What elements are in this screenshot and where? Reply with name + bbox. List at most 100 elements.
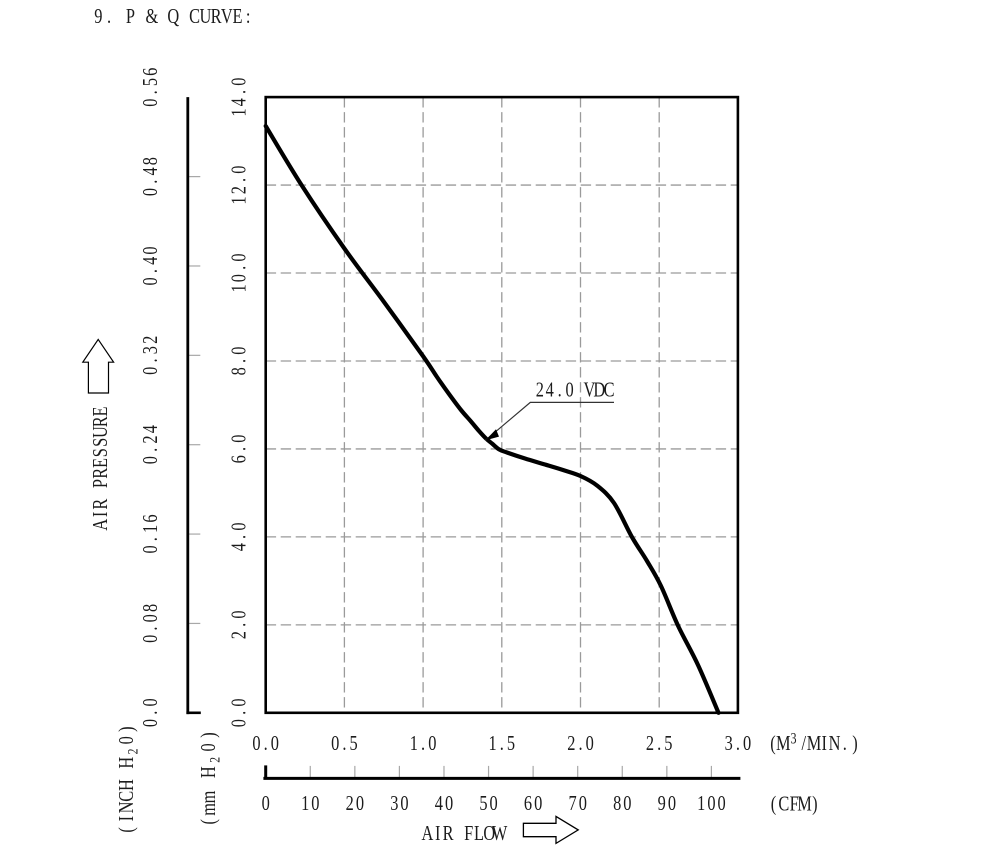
svg-text:I: I	[115, 816, 138, 821]
svg-text:.: .	[657, 732, 661, 755]
svg-text:2: 2	[228, 186, 251, 194]
svg-text:.: .	[139, 537, 162, 541]
svg-text:I: I	[822, 732, 827, 755]
svg-text:(: (	[197, 819, 220, 824]
svg-text:1: 1	[139, 525, 162, 533]
svg-text:O: O	[483, 822, 495, 845]
svg-text:0: 0	[331, 732, 339, 755]
svg-text:0: 0	[228, 166, 251, 174]
svg-text:3: 3	[390, 792, 398, 815]
svg-text:.: .	[228, 266, 251, 270]
svg-text:P: P	[126, 5, 135, 28]
svg-text:2: 2	[206, 757, 223, 763]
svg-text:N: N	[115, 801, 138, 813]
svg-text:E: E	[89, 458, 112, 468]
svg-text:H: H	[197, 766, 220, 778]
svg-text:6: 6	[139, 514, 162, 522]
svg-text:.: .	[500, 732, 504, 755]
svg-text:0: 0	[579, 792, 587, 815]
svg-text:0: 0	[228, 347, 251, 355]
svg-text:.: .	[139, 626, 162, 630]
svg-text:0: 0	[115, 736, 138, 744]
svg-text:.: .	[342, 732, 346, 755]
svg-text:&: &	[145, 5, 158, 28]
svg-text:L: L	[474, 822, 484, 845]
svg-text:/: /	[801, 732, 806, 755]
svg-text:0: 0	[197, 743, 220, 751]
svg-text:U: U	[89, 426, 112, 438]
svg-text:.: .	[139, 269, 162, 273]
svg-text:1: 1	[228, 196, 251, 204]
svg-text:0: 0	[139, 246, 162, 254]
svg-text:S: S	[89, 438, 112, 447]
svg-text:1: 1	[489, 732, 497, 755]
svg-text:6: 6	[139, 68, 162, 76]
svg-text:2: 2	[567, 732, 575, 755]
svg-text:9: 9	[94, 5, 102, 28]
svg-text:.: .	[107, 5, 111, 28]
svg-text:Q: Q	[167, 5, 179, 28]
svg-text:E: E	[232, 5, 242, 28]
svg-text:4: 4	[228, 98, 251, 107]
svg-text:4: 4	[546, 379, 555, 402]
svg-text:5: 5	[664, 732, 672, 755]
svg-text:5: 5	[479, 792, 487, 815]
svg-text:(: (	[771, 792, 776, 815]
svg-text:0: 0	[262, 792, 270, 815]
svg-text:0: 0	[228, 78, 251, 86]
svg-text:R: R	[89, 498, 112, 509]
svg-text:0: 0	[586, 732, 594, 755]
svg-text:V: V	[583, 379, 595, 402]
svg-text:2: 2	[346, 792, 354, 815]
svg-text:1: 1	[228, 284, 251, 292]
svg-text:0: 0	[139, 719, 162, 727]
svg-text:0: 0	[139, 367, 162, 375]
svg-text:0: 0	[743, 732, 751, 755]
svg-text:D: D	[593, 379, 605, 402]
svg-text:m: m	[197, 803, 220, 816]
svg-text:0: 0	[139, 635, 162, 643]
svg-text:.: .	[139, 90, 162, 94]
svg-text:0: 0	[139, 188, 162, 196]
svg-text:): )	[812, 792, 817, 815]
svg-text:0: 0	[311, 792, 319, 815]
svg-text:0: 0	[400, 792, 408, 815]
svg-text:6: 6	[524, 792, 532, 815]
svg-text:): )	[197, 732, 220, 737]
svg-text:8: 8	[139, 157, 162, 165]
svg-text:3: 3	[139, 346, 162, 354]
svg-text:.: .	[228, 447, 251, 451]
svg-text:.: .	[578, 732, 582, 755]
svg-text:(: (	[770, 732, 775, 755]
svg-text:4: 4	[139, 167, 162, 176]
svg-text:I: I	[89, 512, 112, 517]
svg-text:F: F	[464, 822, 473, 845]
svg-text:4: 4	[228, 543, 251, 552]
svg-text:M: M	[797, 792, 812, 815]
svg-text:.: .	[228, 90, 251, 94]
svg-text:.: .	[228, 359, 251, 363]
svg-text:): )	[115, 726, 138, 731]
svg-text:0: 0	[228, 610, 251, 618]
svg-text:5: 5	[139, 78, 162, 86]
svg-text:0: 0	[139, 99, 162, 107]
svg-text:0: 0	[228, 274, 251, 282]
svg-text:6: 6	[228, 455, 251, 463]
svg-text:R: R	[443, 822, 454, 845]
svg-text:E: E	[89, 406, 112, 416]
svg-text:V: V	[221, 5, 233, 28]
svg-text:W: W	[492, 822, 508, 845]
svg-text:0: 0	[718, 792, 726, 815]
svg-text:2: 2	[646, 732, 654, 755]
svg-text:0: 0	[139, 698, 162, 706]
svg-text:): )	[852, 732, 857, 755]
svg-text:2: 2	[228, 631, 251, 639]
svg-text:H: H	[115, 756, 138, 768]
svg-text::: :	[246, 5, 251, 28]
svg-text:.: .	[139, 711, 162, 715]
svg-text:4: 4	[139, 256, 162, 265]
svg-text:2: 2	[536, 379, 544, 402]
svg-text:2: 2	[139, 435, 162, 443]
svg-text:0: 0	[668, 792, 676, 815]
svg-text:I: I	[435, 822, 440, 845]
